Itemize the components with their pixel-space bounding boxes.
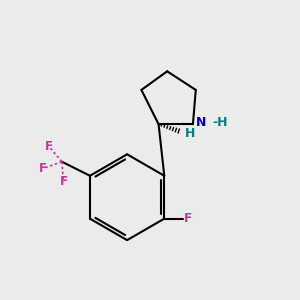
Text: -H: -H bbox=[212, 116, 228, 129]
Text: F: F bbox=[45, 140, 53, 153]
Text: F: F bbox=[184, 212, 192, 225]
Text: H: H bbox=[184, 127, 195, 140]
Text: N: N bbox=[196, 116, 207, 129]
Text: F: F bbox=[59, 175, 68, 188]
Text: F: F bbox=[39, 162, 47, 175]
